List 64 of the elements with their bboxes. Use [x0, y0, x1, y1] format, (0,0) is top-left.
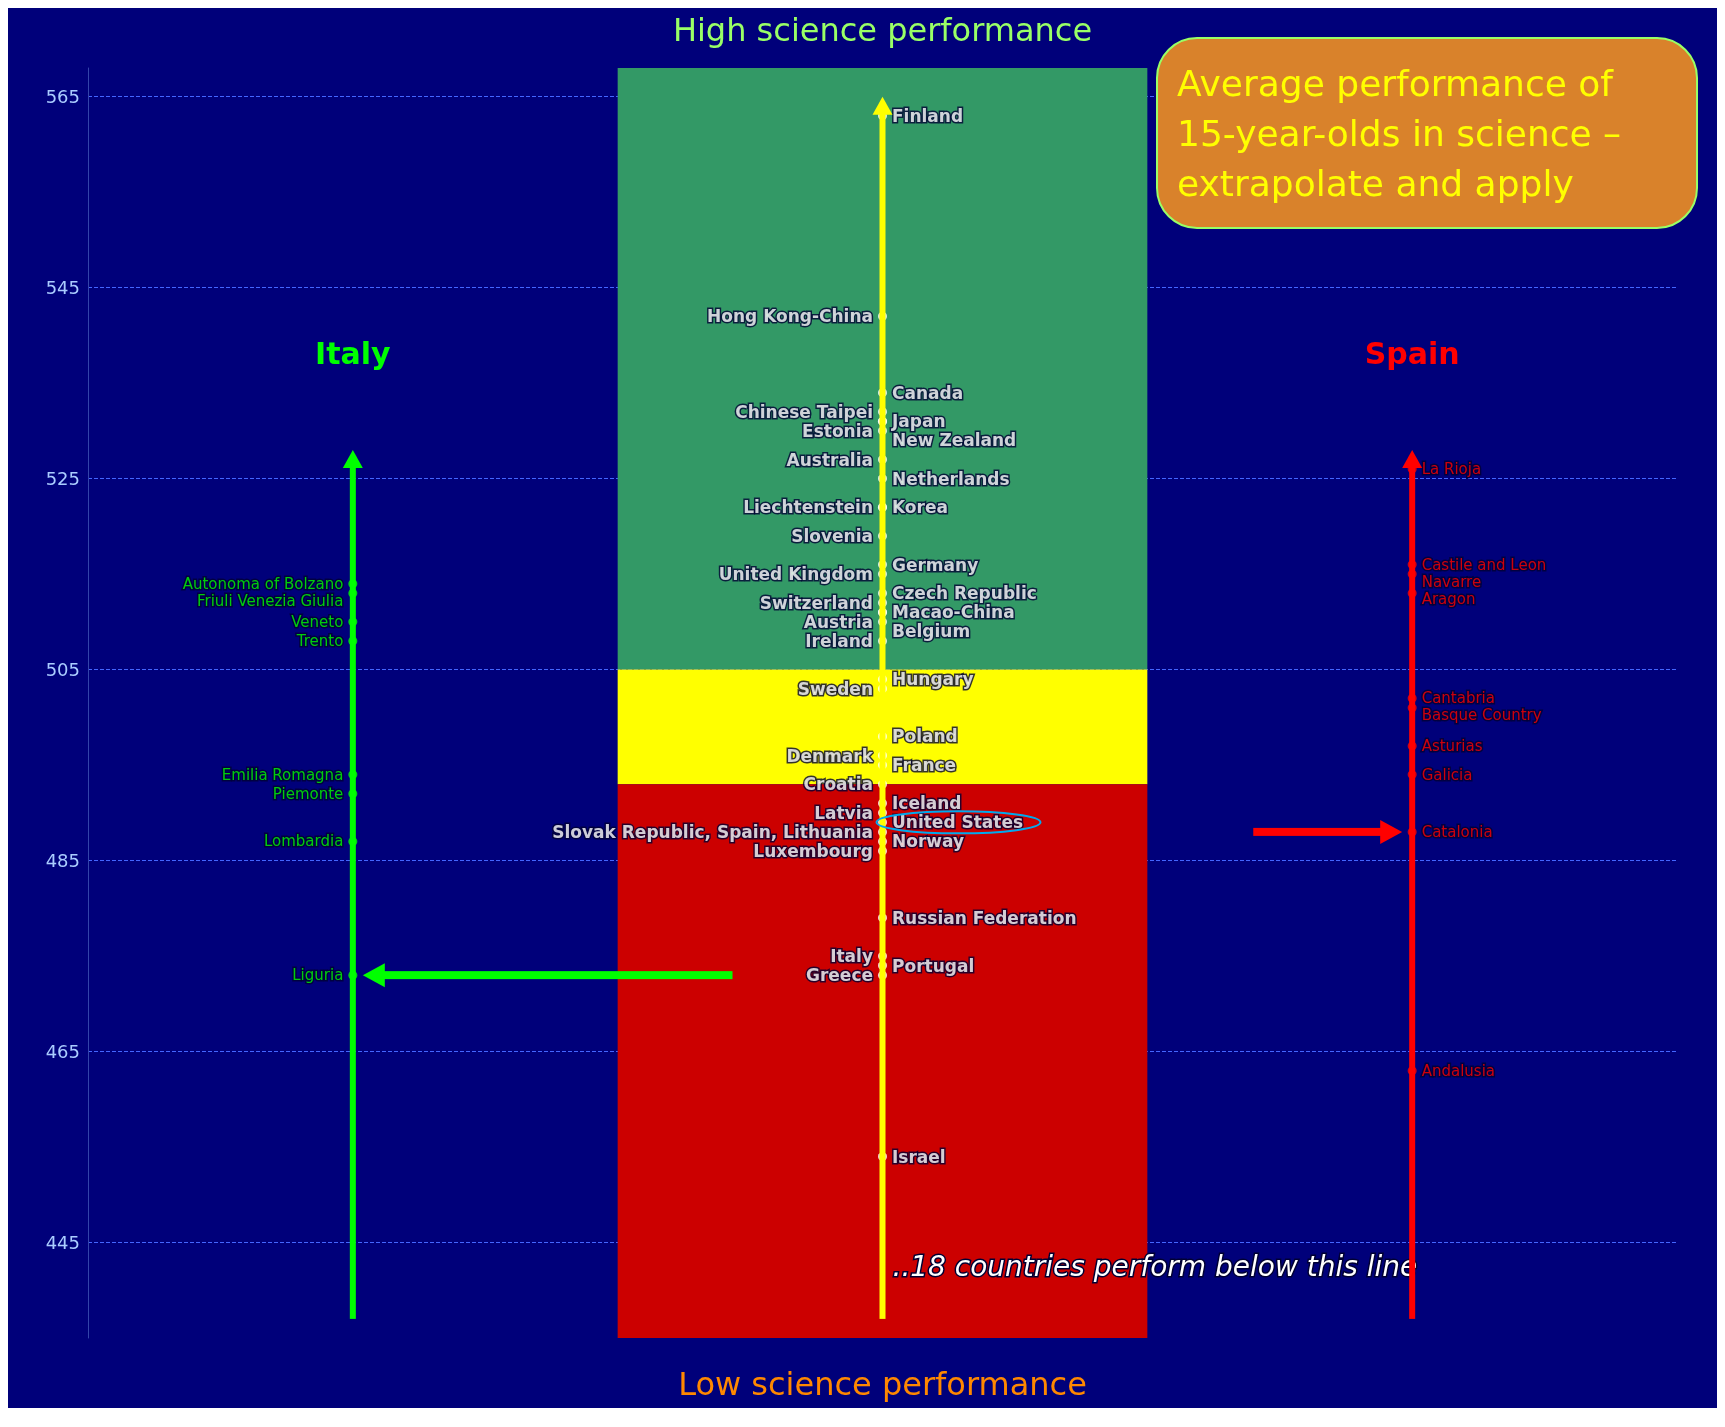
data-label: Aragon [1421, 589, 1476, 608]
data-label: Andalusia [1421, 1061, 1496, 1080]
text: High science performance [672, 11, 1093, 49]
data-label: Liechtenstein [743, 497, 873, 518]
data-label: Basque Country [1421, 706, 1542, 725]
data-label: Latvia [814, 802, 873, 823]
data-label: Cantabria [1421, 689, 1495, 708]
data-label: Canada [892, 382, 964, 403]
y-tick-label: 525 [45, 468, 80, 490]
data-label: Galicia [1421, 765, 1473, 784]
text: Average performance of 15-year-olds in science – extrapolate and apply [1177, 62, 1633, 204]
data-label: Sweden [797, 678, 873, 699]
data-label: Belgium [892, 621, 971, 642]
y-tick-label: 485 [45, 850, 80, 872]
data-label: Navarre [1421, 572, 1482, 591]
data-label: Piemonte [272, 784, 344, 803]
text: Low science performance [678, 1365, 1087, 1403]
data-label: Macao-China [892, 602, 1015, 623]
data-label: United Kingdom [718, 564, 873, 585]
data-label: Hungary [892, 669, 974, 690]
data-label: Hong Kong-China [707, 306, 873, 327]
data-label: Switzerland [759, 592, 873, 613]
data-label: Slovenia [791, 525, 873, 546]
data-label: Asturias [1421, 736, 1483, 755]
data-label: Denmark [786, 745, 874, 766]
y-tick-label: 505 [45, 659, 80, 681]
data-label: Poland [892, 726, 958, 747]
data-label: Ireland [805, 630, 873, 651]
data-label: La Rioja [1421, 460, 1482, 479]
y-tick-label: 565 [45, 86, 80, 108]
data-label: Israel [892, 1146, 946, 1167]
data-label: Autonoma of Bolzano [182, 574, 344, 593]
data-label: Greece [805, 965, 873, 986]
data-label: Liguria [292, 966, 344, 985]
data-label: Germany [892, 554, 979, 575]
data-label: Czech Republic [892, 583, 1037, 604]
data-label: Slovak Republic, Spain, Lithuania [552, 821, 873, 842]
data-label: Austria [803, 611, 873, 632]
data-label: France [892, 755, 957, 776]
x-tick-label: Spain [1364, 335, 1460, 371]
data-label: Castile and Leon [1421, 555, 1547, 574]
y-tick-label: 445 [45, 1232, 80, 1254]
data-label: Finland [892, 105, 964, 126]
data-label: Russian Federation [892, 907, 1077, 928]
data-label: Catalonia [1421, 822, 1493, 841]
data-label: Korea [892, 497, 948, 518]
data-label: United States [892, 812, 1024, 833]
data-label: Trento [295, 631, 344, 650]
y-tick-label: 465 [45, 1041, 80, 1063]
data-label: Lombardia [263, 832, 344, 851]
data-label: Norway [892, 831, 965, 852]
data-label: Iceland [892, 793, 962, 814]
y-tick-label: 545 [45, 277, 80, 299]
data-label: Friuli Venezia Giulia [196, 591, 344, 610]
data-label: New Zealand [892, 430, 1017, 451]
data-label: Japan [891, 411, 946, 432]
data-label: Portugal [892, 955, 975, 976]
data-label: Australia [786, 449, 873, 470]
data-label: Netherlands [892, 468, 1010, 489]
data-label: Veneto [291, 612, 344, 631]
data-label: Italy [830, 946, 873, 967]
data-label: Chinese Taipei [735, 401, 873, 422]
data-label: Emilia Romagna [221, 765, 344, 784]
data-label: Luxembourg [753, 841, 873, 862]
